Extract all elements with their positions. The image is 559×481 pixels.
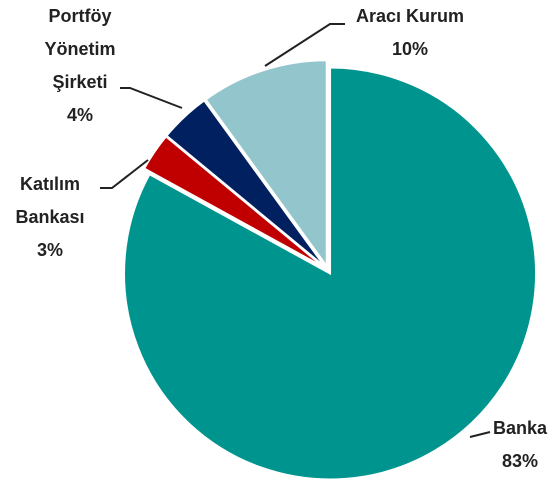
label: Katılım Bankası 3% xyxy=(0,168,100,267)
value-label: 4% xyxy=(66,105,93,125)
value-label: 3% xyxy=(36,240,63,260)
label: Portföy Yönetim Şirketi 4% xyxy=(30,0,130,132)
leader-line xyxy=(469,431,491,438)
slice xyxy=(123,66,538,481)
leader-lines xyxy=(100,23,491,438)
leader-line xyxy=(100,159,149,189)
category-label: Banka xyxy=(492,418,548,438)
value-label: 10% xyxy=(391,39,429,59)
value-label: 83% xyxy=(501,451,539,471)
leader-line xyxy=(264,23,345,67)
slice xyxy=(204,59,328,270)
label: Banka 83% xyxy=(480,412,559,478)
label: Aracı Kurum 10% xyxy=(330,0,490,66)
category-label: Katılım Bankası xyxy=(15,174,85,227)
category-label: Aracı Kurum xyxy=(355,6,465,26)
leader-line xyxy=(120,87,183,109)
slice xyxy=(165,99,327,268)
category-label: Portföy Yönetim Şirketi xyxy=(44,6,116,92)
